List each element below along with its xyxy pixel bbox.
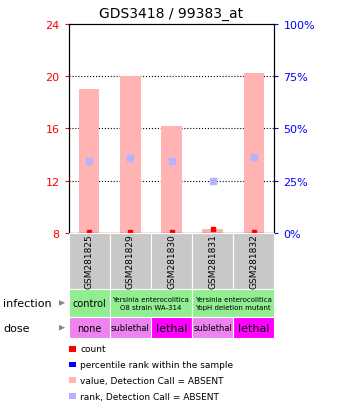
- Title: GDS3418 / 99383_at: GDS3418 / 99383_at: [99, 7, 244, 21]
- Bar: [202, 230, 223, 233]
- Text: Yersinia enterocolitica
O8 strain WA-314: Yersinia enterocolitica O8 strain WA-314: [113, 296, 189, 310]
- Text: sublethal: sublethal: [111, 323, 150, 332]
- Bar: [120, 77, 141, 233]
- Text: infection: infection: [3, 298, 52, 308]
- Text: value, Detection Call = ABSENT: value, Detection Call = ABSENT: [80, 376, 224, 385]
- Bar: [244, 74, 264, 233]
- Text: lethal: lethal: [156, 323, 187, 333]
- Text: none: none: [77, 323, 102, 333]
- Text: GSM281830: GSM281830: [167, 234, 176, 289]
- Text: rank, Detection Call = ABSENT: rank, Detection Call = ABSENT: [80, 392, 219, 401]
- Text: count: count: [80, 344, 106, 354]
- Text: dose: dose: [3, 323, 30, 333]
- Text: GSM281832: GSM281832: [249, 234, 258, 289]
- Text: Yersinia enterocolitica
YopH deletion mutant: Yersinia enterocolitica YopH deletion mu…: [195, 296, 272, 310]
- Bar: [79, 90, 99, 233]
- Text: sublethal: sublethal: [193, 323, 232, 332]
- Text: percentile rank within the sample: percentile rank within the sample: [80, 360, 233, 369]
- Text: GSM281829: GSM281829: [126, 234, 135, 289]
- Text: lethal: lethal: [238, 323, 270, 333]
- Text: control: control: [72, 298, 106, 308]
- Text: GSM281825: GSM281825: [85, 234, 94, 289]
- Bar: [161, 126, 182, 233]
- Text: GSM281831: GSM281831: [208, 234, 217, 289]
